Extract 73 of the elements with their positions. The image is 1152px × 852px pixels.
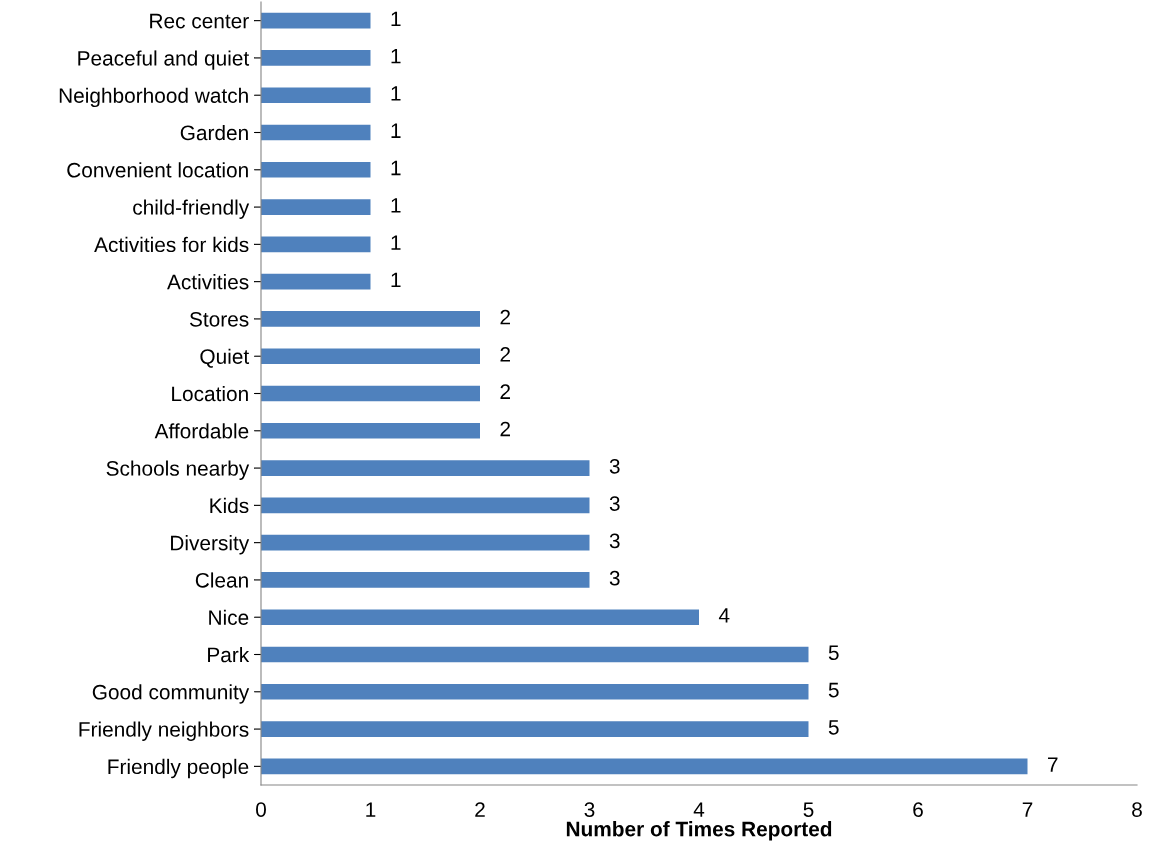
y-tick-label: Activities bbox=[167, 274, 249, 290]
y-tick-label: Activities for kids bbox=[94, 236, 249, 253]
y-tick-label: Convenient location bbox=[67, 162, 248, 178]
data-label: 2 bbox=[500, 309, 510, 325]
bar bbox=[261, 683, 809, 700]
data-label: 1 bbox=[391, 123, 401, 138]
y-tick-label: Kids bbox=[210, 497, 249, 514]
bar bbox=[261, 721, 809, 737]
bar bbox=[261, 497, 590, 514]
x-tick-label: 0 bbox=[256, 802, 266, 817]
y-tick-label: Clean bbox=[195, 572, 248, 588]
y-tick-label: Stores bbox=[189, 311, 249, 327]
data-label: 1 bbox=[391, 198, 401, 213]
x-axis-title: Number of Times Reported bbox=[566, 821, 832, 841]
y-tick-label: Affordable bbox=[154, 423, 249, 439]
data-label: 1 bbox=[391, 235, 401, 250]
data-label: 5 bbox=[828, 720, 839, 735]
data-label: 4 bbox=[718, 608, 730, 623]
data-label: 2 bbox=[500, 347, 510, 362]
x-tick-label: 2 bbox=[475, 802, 485, 817]
data-label: 1 bbox=[391, 48, 401, 64]
y-tick-label: Quiet bbox=[200, 348, 250, 368]
bar bbox=[261, 12, 371, 29]
x-tick-label: 4 bbox=[693, 802, 705, 817]
data-label: 3 bbox=[609, 533, 620, 549]
y-tick-label: child-friendly bbox=[133, 199, 250, 219]
bar bbox=[261, 87, 371, 104]
data-label: 3 bbox=[609, 570, 620, 586]
data-label: 2 bbox=[500, 384, 510, 399]
data-label: 3 bbox=[609, 458, 620, 474]
x-tick-label: 1 bbox=[366, 802, 376, 817]
x-tick-label: 8 bbox=[1132, 802, 1142, 817]
data-label: 7 bbox=[1048, 757, 1058, 772]
data-label: 1 bbox=[391, 160, 401, 176]
y-tick-label: Schools nearby bbox=[106, 460, 250, 480]
bar bbox=[261, 534, 590, 551]
data-label: 5 bbox=[828, 645, 839, 661]
x-tick-label: 3 bbox=[584, 802, 595, 817]
bar bbox=[261, 236, 371, 253]
data-label: 5 bbox=[828, 682, 839, 698]
y-tick-label: Friendly people bbox=[108, 758, 249, 779]
data-label: 1 bbox=[391, 272, 401, 288]
y-tick-label: Friendly neighbors bbox=[79, 721, 249, 741]
bar bbox=[261, 758, 1028, 775]
y-tick-label: Location bbox=[172, 385, 248, 402]
y-tick-label: Park bbox=[208, 646, 250, 663]
x-tick-label: 5 bbox=[803, 802, 814, 817]
data-label: 3 bbox=[609, 496, 620, 511]
y-tick-label: Peaceful and quiet bbox=[78, 50, 250, 70]
bar bbox=[261, 422, 480, 439]
bar bbox=[261, 572, 590, 588]
bar bbox=[261, 199, 371, 215]
y-tick-label: Diversity bbox=[171, 535, 250, 555]
data-label: 1 bbox=[391, 86, 401, 101]
bar bbox=[261, 124, 371, 141]
y-tick-label: Rec center bbox=[150, 13, 249, 29]
bar bbox=[261, 348, 480, 365]
y-tick-label: Garden bbox=[180, 124, 248, 141]
bar bbox=[261, 311, 480, 327]
bar bbox=[261, 646, 809, 663]
bar bbox=[261, 385, 480, 402]
x-tick-label: 7 bbox=[1022, 802, 1033, 817]
bar bbox=[261, 161, 371, 178]
y-tick-label: Good community bbox=[92, 684, 250, 704]
data-label: 1 bbox=[391, 11, 401, 27]
bar bbox=[261, 273, 371, 290]
x-tick-label: 6 bbox=[913, 802, 923, 817]
y-tick-label: Nice bbox=[209, 609, 249, 625]
data-label: 2 bbox=[500, 421, 510, 437]
bar bbox=[261, 609, 699, 626]
y-tick-label: Neighborhood watch bbox=[59, 87, 248, 108]
bar bbox=[261, 50, 371, 66]
bar bbox=[261, 460, 590, 476]
